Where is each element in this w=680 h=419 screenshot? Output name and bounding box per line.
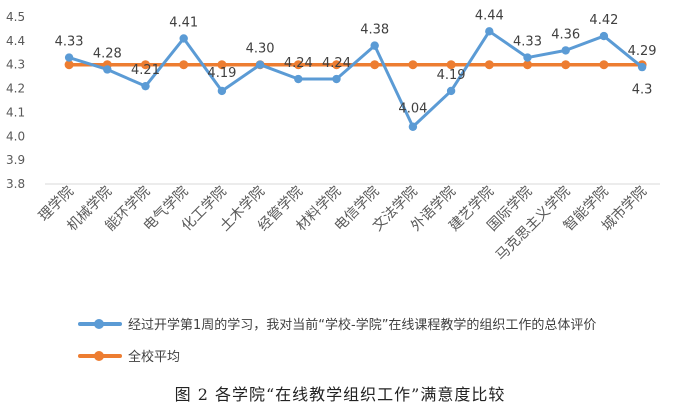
y-tick-label: 3.9 [6, 153, 25, 167]
legend-marker-series-1 [78, 317, 122, 331]
data-label: 4.36 [551, 27, 580, 42]
data-point-series-2 [408, 60, 418, 70]
y-tick-label: 4.3 [6, 58, 25, 72]
data-point-series-1 [408, 122, 418, 131]
data-point-series-2 [599, 60, 609, 70]
data-point-series-2 [561, 60, 571, 70]
data-label: 4.19 [207, 66, 236, 81]
data-label: 4.42 [589, 13, 618, 28]
y-tick-label: 4.5 [6, 10, 25, 24]
data-label: 4.29 [628, 44, 657, 59]
data-label: 4.04 [398, 102, 427, 117]
data-label: 4.41 [169, 15, 198, 30]
data-point-series-1 [141, 81, 150, 91]
data-point-series-1 [523, 53, 532, 62]
average-end-label: 4.3 [632, 83, 653, 98]
data-point-series-2 [523, 60, 532, 70]
x-axis: 理学院机械学院能环学院电气学院化工学院土木学院经管学院材料学院电信学院文法学院外… [36, 183, 650, 264]
legend-label-series-2: 全校平均 [128, 350, 181, 365]
data-point-series-1 [561, 46, 570, 55]
y-tick-label: 3.8 [6, 177, 25, 191]
data-point-series-2 [141, 60, 150, 70]
y-tick-label: 4.0 [6, 129, 25, 143]
data-point-series-1 [599, 31, 609, 41]
data-label: 4.44 [475, 8, 504, 23]
data-point-series-2 [446, 60, 456, 70]
legend-marker-series-2 [78, 349, 122, 363]
data-label: 4.28 [93, 46, 122, 61]
data-label: 4.21 [131, 63, 160, 78]
data-label: 4.38 [360, 23, 389, 38]
data-point-series-1 [255, 60, 265, 69]
data-point-series-2 [293, 60, 303, 70]
legend-label-series-1: 经过开学第1周的学习，我对当前“学校-学院”在线课程教学的组织工作的总体评价 [128, 318, 597, 333]
y-axis: 3.8 3.9 4.0 4.1 4.2 4.3 4.4 4.5 [6, 10, 25, 191]
y-tick-label: 4.2 [6, 82, 25, 96]
y-tick-label: 4.1 [6, 105, 25, 119]
y-tick-label: 4.4 [6, 34, 25, 48]
data-point-series-2 [332, 60, 341, 70]
data-point-series-1 [332, 74, 341, 84]
data-point-series-2 [484, 60, 494, 70]
legend-item-series-1: 经过开学第1周的学习，我对当前“学校-学院”在线课程教学的组织工作的总体评价 [78, 314, 596, 333]
data-point-series-1 [446, 86, 456, 96]
data-label: 4.33 [513, 35, 542, 50]
figure-caption: 图 2 各学院“在线教学组织工作”满意度比较 [174, 385, 506, 404]
data-label: 4.19 [437, 68, 466, 83]
data-label: 4.30 [246, 42, 275, 57]
data-point-series-1 [217, 86, 227, 96]
data-point-series-2 [179, 60, 189, 70]
data-point-series-1 [179, 34, 188, 43]
data-point-series-1 [485, 27, 494, 36]
data-point-series-1 [64, 53, 74, 62]
data-labels: 4.33 4.28 4.21 4.41 4.19 4.30 4.24 4.24 4.38 4.04… [55, 8, 657, 116]
data-point-series-1 [637, 62, 647, 72]
data-point-series-2 [64, 60, 74, 70]
data-label: 4.33 [55, 35, 84, 50]
data-label: 4.24 [284, 56, 313, 71]
data-point-series-1 [370, 41, 379, 50]
data-point-series-2 [217, 60, 227, 70]
data-point-series-1 [294, 74, 303, 84]
legend-item-series-2: 全校平均 [78, 346, 180, 365]
series-line-1 [68, 29, 644, 129]
data-label: 4.24 [322, 56, 351, 71]
data-point-series-2 [370, 60, 380, 70]
data-point-series-1 [103, 65, 112, 74]
series-group [64, 27, 647, 131]
line-chart: 3.8 3.9 4.0 4.1 4.2 4.3 4.4 4.5 理学院机械学院能环学院电气学院… [6, 8, 660, 264]
